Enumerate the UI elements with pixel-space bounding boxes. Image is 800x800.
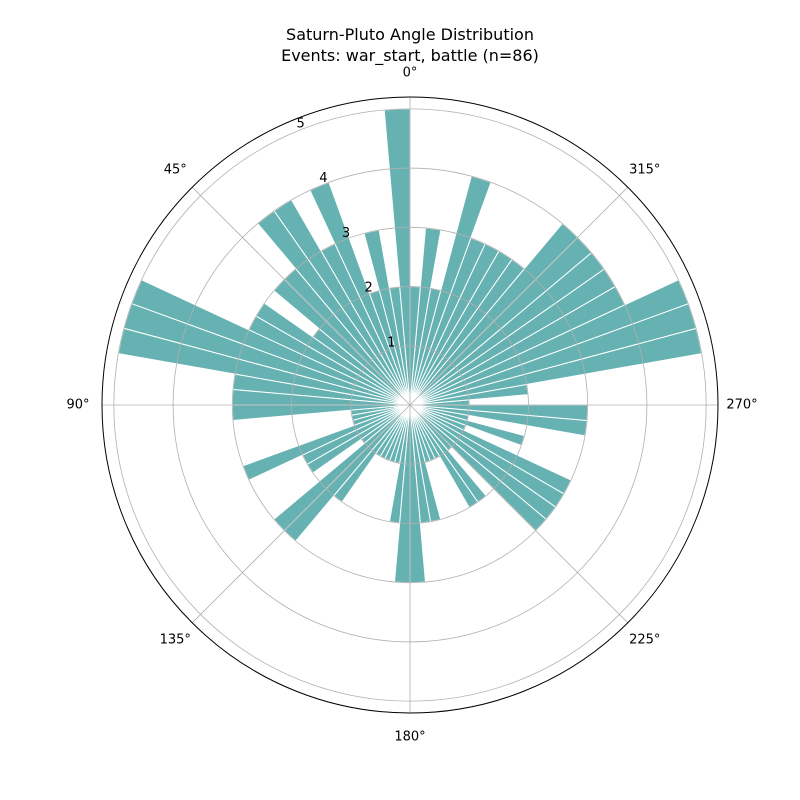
angle-tick-label: 180° — [394, 730, 425, 745]
angle-tick-label: 0° — [403, 66, 418, 81]
bar-bin-130 — [273, 404, 411, 532]
angle-tick-label: 270° — [726, 398, 757, 413]
angle-tick-label: 45° — [164, 163, 187, 178]
angular-gridline — [191, 404, 411, 624]
radial-tick-label: 2 — [365, 281, 373, 296]
angle-tick-label: 225° — [629, 632, 660, 647]
chart-subtitle: Events: war_start, battle (n=86) — [281, 46, 539, 66]
radial-tick-label: 5 — [297, 116, 305, 131]
angular-gridline — [409, 404, 629, 624]
radial-tick-label: 3 — [342, 226, 350, 241]
radial-tick-label: 1 — [387, 335, 395, 350]
angle-tick-label: 90° — [66, 398, 89, 413]
grid-group — [102, 97, 718, 713]
angle-tick-label: 135° — [160, 632, 191, 647]
radial-tick-label: 4 — [319, 171, 327, 186]
axes-group: 0° 45° 90° 135° 180° 225° 270° 315° 1 2 3 4 5 — [66, 66, 757, 745]
angular-gridline — [409, 186, 629, 406]
angular-gridline — [191, 186, 411, 406]
chart-title: Saturn-Pluto Angle Distribution — [286, 25, 534, 44]
polar-spine — [101, 96, 719, 714]
angle-tick-label: 315° — [629, 163, 660, 178]
